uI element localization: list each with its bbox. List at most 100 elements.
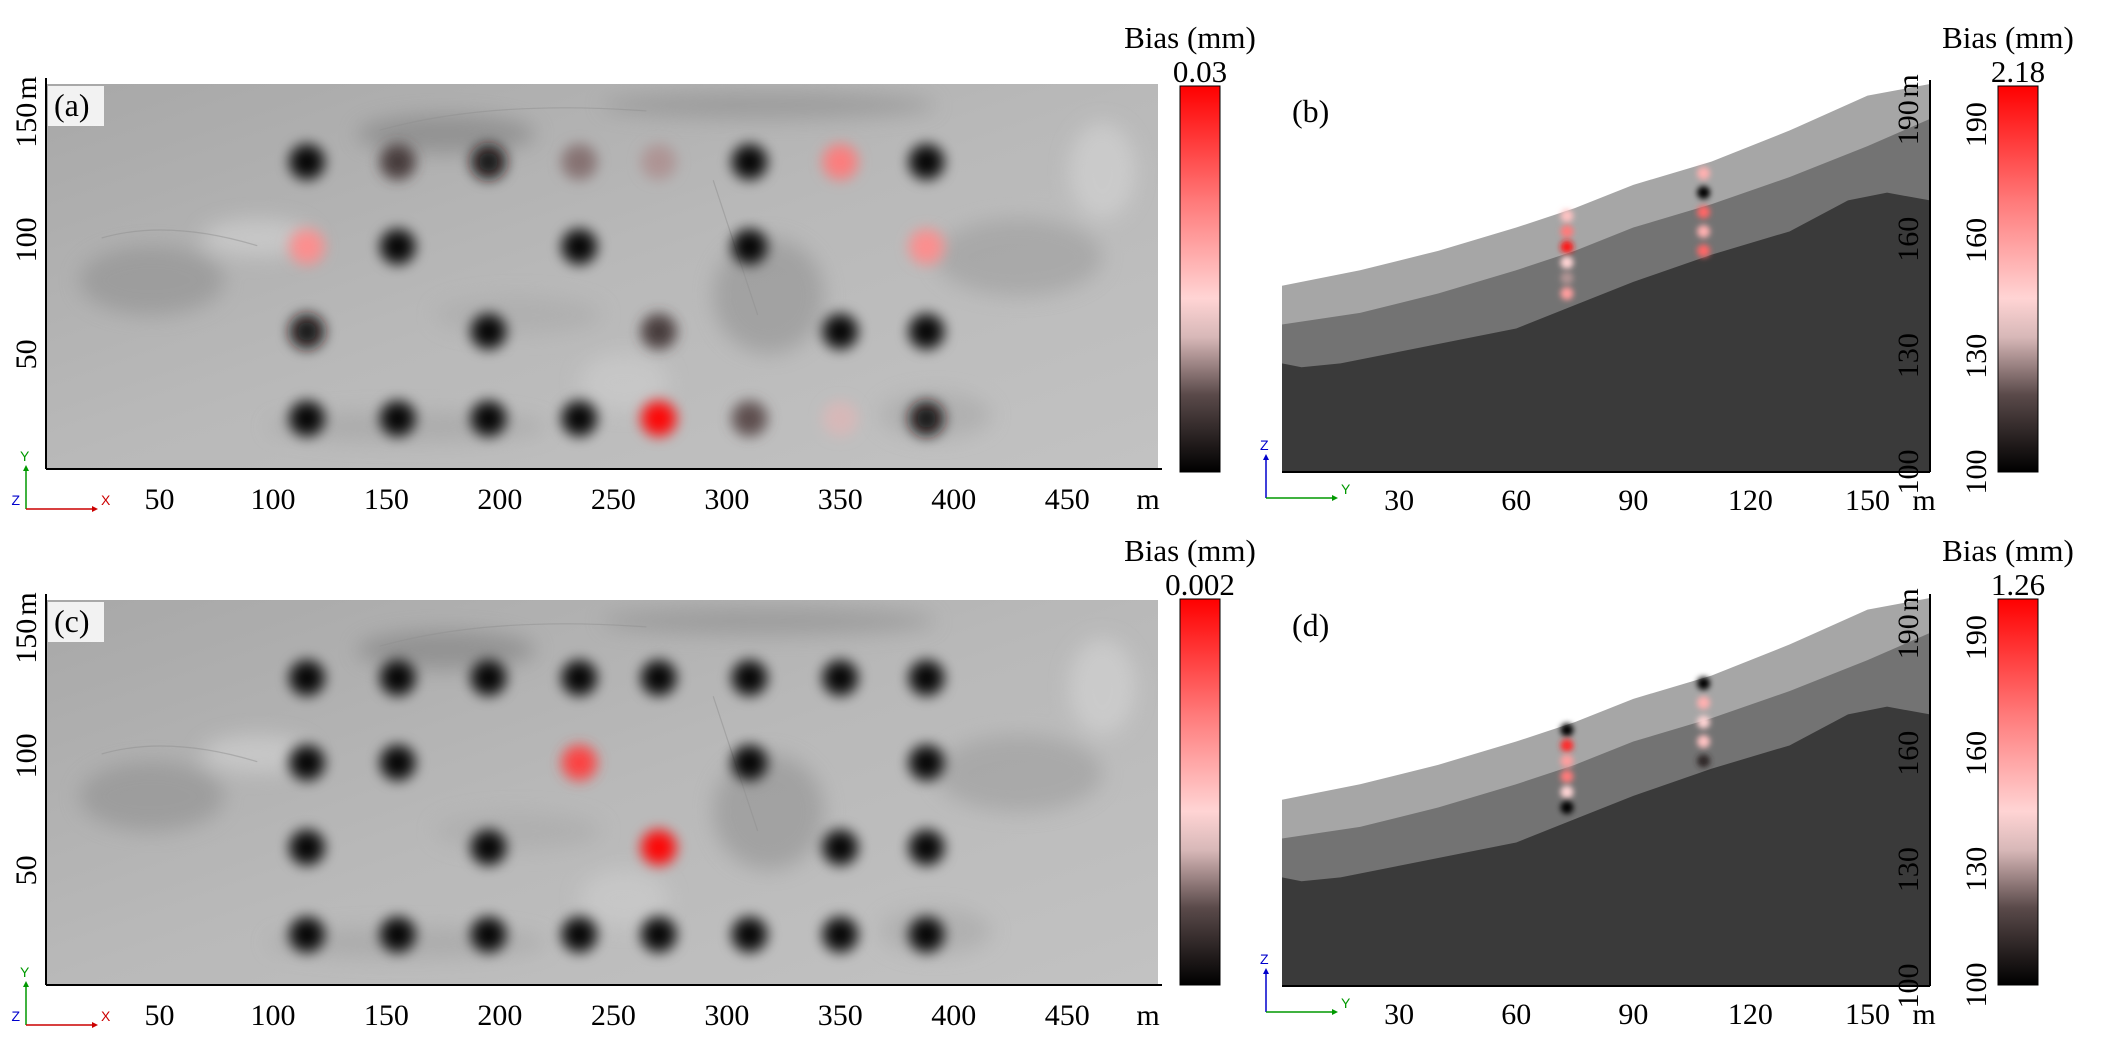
terrain-blob (435, 295, 602, 335)
bias-points (1560, 166, 1711, 301)
bias-point-core (387, 752, 408, 773)
colorbar-tick-label: 160 (1960, 731, 1993, 776)
terrain-blob (79, 245, 224, 315)
bias-point-core (1697, 224, 1711, 238)
x-axis-unit: m (1912, 998, 1935, 1031)
y-tick-label: 130 (1892, 847, 1925, 892)
x-tick-label: 150 (1845, 484, 1890, 517)
bias-point (907, 227, 946, 266)
bias-point (378, 915, 417, 954)
bias-point-core (830, 151, 851, 172)
panel-label: (d) (1292, 607, 1329, 643)
bias-point-core (1560, 271, 1574, 285)
bias-point (907, 142, 946, 181)
map-plot-area (46, 84, 1158, 469)
bias-point (730, 227, 769, 266)
colorbar-title: Bias (mm) (1942, 20, 2074, 55)
x-tick-label: 150 (364, 483, 409, 516)
x-tick-label: 300 (704, 999, 749, 1032)
x-tick-label: 200 (477, 999, 522, 1032)
colorbar-gradient (1997, 598, 2039, 986)
bias-point-core (1560, 738, 1574, 752)
x-tick-label: 350 (818, 999, 863, 1032)
colorbar-max-label: 2.18 (1991, 54, 2045, 89)
colorbar-gradient (1179, 598, 1221, 986)
bias-point (821, 142, 860, 181)
terrain-blob (357, 630, 536, 670)
bias-point-core (478, 837, 499, 858)
bias-point-core (739, 924, 760, 945)
bias-point (469, 658, 508, 697)
x-tick-label: 200 (477, 483, 522, 516)
bias-point (560, 915, 599, 954)
bias-point-core (1560, 209, 1574, 223)
triad-horizontal-arrowhead (92, 506, 98, 512)
bias-point (378, 399, 417, 438)
colorbar-tick-label: 190 (1960, 102, 1993, 147)
bias-point (907, 399, 946, 438)
bias-point-core (830, 837, 851, 858)
triad-vertical-arrowhead (1263, 454, 1269, 460)
bias-point (469, 312, 508, 351)
bias-point (821, 658, 860, 697)
bias-point-core (916, 837, 937, 858)
bias-point-core (478, 151, 499, 172)
ridge-line (101, 229, 258, 247)
terrain-blob (935, 734, 1103, 812)
bias-point-core (1560, 240, 1574, 254)
x-tick-label: 60 (1501, 998, 1531, 1031)
bias-point-core (569, 752, 590, 773)
triad-horizontal-letter: Y (1341, 995, 1351, 1011)
bias-point-core (1560, 287, 1574, 301)
triad-out-of-plane-letter: Z (11, 1008, 20, 1024)
bias-point-core (648, 924, 669, 945)
bias-point-core (739, 667, 760, 688)
bias-points (287, 658, 946, 954)
bias-point-core (1697, 186, 1711, 200)
colorbar-tick-label: 130 (1960, 334, 1993, 379)
bias-points (1560, 676, 1711, 815)
bias-point (378, 142, 417, 181)
x-tick-label: 250 (591, 483, 636, 516)
bias-point-core (387, 667, 408, 688)
bias-point (287, 312, 326, 351)
bias-point-core (648, 667, 669, 688)
bias-point-core (387, 236, 408, 257)
bias-point (730, 915, 769, 954)
bias-point (1560, 738, 1574, 752)
bias-point-core (296, 408, 317, 429)
bias-point (1697, 205, 1711, 219)
y-tick-label: 160 (1892, 217, 1925, 262)
triad-vertical-letter: Y (20, 964, 30, 980)
triad-horizontal-letter: X (101, 492, 111, 508)
y-axis-unit: m (10, 76, 43, 99)
triad-horizontal-letter: Y (1341, 481, 1351, 497)
terrain-blob (713, 238, 825, 354)
triad-horizontal-arrowhead (1332, 495, 1338, 501)
bias-point (469, 142, 508, 181)
bias-point (287, 828, 326, 867)
bias-point (730, 142, 769, 181)
bias-point (639, 312, 678, 351)
bias-point-core (569, 667, 590, 688)
bias-point-core (569, 924, 590, 945)
bias-point-core (1697, 754, 1711, 768)
bias-point-core (296, 837, 317, 858)
x-tick-label: 90 (1618, 998, 1648, 1031)
bias-point-core (739, 236, 760, 257)
bias-point (1697, 754, 1711, 768)
x-tick-label: 50 (144, 483, 174, 516)
terrain-blob (579, 353, 669, 412)
y-axis-unit: m (10, 592, 43, 615)
x-tick-label: 30 (1384, 484, 1414, 517)
x-tick-label: 60 (1501, 484, 1531, 517)
terrain-blob (201, 734, 313, 774)
bias-point-core (916, 924, 937, 945)
y-axis-unit: m (1892, 588, 1925, 611)
terrain-blob (602, 607, 936, 635)
bias-point-core (1560, 723, 1574, 737)
bias-point (821, 915, 860, 954)
